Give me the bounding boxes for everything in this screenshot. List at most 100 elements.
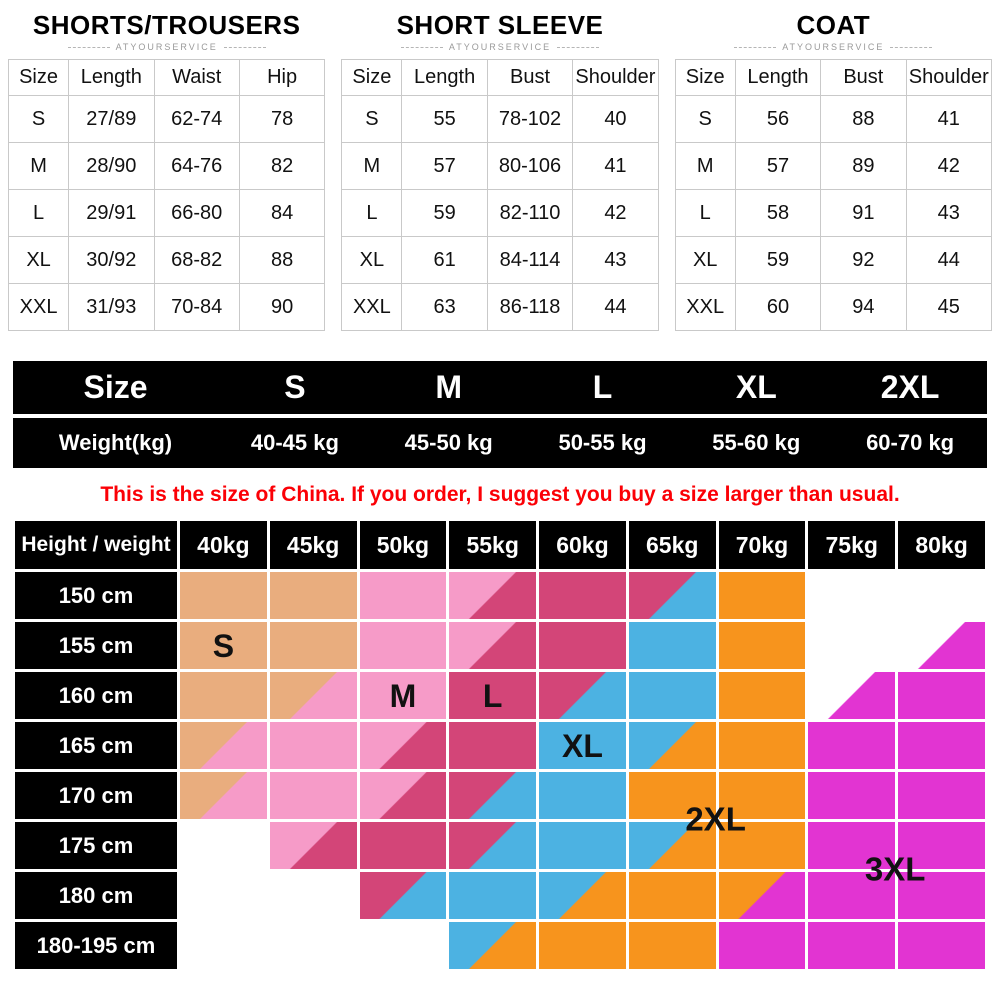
height-row-header: 160 cm — [15, 672, 177, 719]
brand-text: ATYOURSERVICE — [782, 42, 885, 52]
column-header: Shoulder — [905, 59, 992, 96]
grid-cell — [628, 722, 716, 769]
grid-row: 170 cm 2XL — [15, 772, 985, 836]
value-cell: 82-110 — [486, 189, 574, 237]
value-cell: 66-80 — [153, 189, 240, 237]
table-row: XL 61 84-114 43 — [341, 236, 659, 284]
dash-decoration — [734, 46, 777, 48]
grid-cell — [539, 872, 626, 919]
grid-cell — [180, 872, 267, 919]
height-row-header: 170 cm — [15, 772, 177, 819]
grid-cell — [628, 672, 716, 719]
size-cell: XL — [7, 236, 70, 284]
grid-cell — [718, 672, 806, 719]
dash-decoration — [400, 46, 443, 48]
weight-column-header: 70kg — [718, 521, 806, 569]
weight-column-header: 40kg — [180, 521, 267, 569]
grid-size-label: 2XL — [685, 800, 746, 838]
grid-cell — [359, 572, 447, 619]
short-sleeve-table: Size Length Bust Shoulder S 55 78-102 40 M 57 80-1… — [341, 59, 659, 331]
table-title-coat: COAT — [796, 10, 871, 40]
value-cell: 27/89 — [68, 95, 155, 143]
grid-cell — [898, 922, 985, 969]
value-cell: 88 — [238, 236, 326, 284]
grid-cell: 3XL — [808, 822, 925, 886]
column-header: Bust — [486, 59, 574, 96]
weight-column-header: 45kg — [269, 521, 357, 569]
value-cell: 42 — [572, 189, 659, 237]
weight-column-header: 65kg — [628, 521, 716, 569]
value-cell: 91 — [820, 189, 907, 237]
size-cell: XL — [341, 236, 403, 284]
table-row: L 29/91 66-80 84 — [7, 189, 326, 237]
banner-weight-value: 50-55 kg — [558, 430, 647, 455]
size-cell: S — [341, 95, 403, 143]
column-header: Bust — [820, 59, 907, 96]
grid-cell — [359, 822, 447, 869]
value-cell: 80-106 — [486, 142, 574, 190]
value-cell: 40 — [572, 95, 659, 143]
grid-cell — [898, 572, 985, 619]
brand-text: ATYOURSERVICE — [115, 42, 218, 52]
grid-row: 180-195 cm — [15, 922, 985, 969]
grid-cell: S — [180, 622, 267, 669]
grid-cell — [808, 672, 896, 719]
grid-cell — [898, 672, 985, 719]
value-cell: 58 — [734, 189, 822, 237]
value-cell: 42 — [905, 142, 992, 190]
size-cell: S — [7, 95, 70, 143]
grid-cell — [449, 872, 537, 919]
column-header: Hip — [238, 59, 326, 96]
size-cell: M — [341, 142, 403, 190]
height-row-header: 180 cm — [15, 872, 177, 919]
dash-decoration — [67, 46, 110, 48]
value-cell: 68-82 — [153, 236, 240, 284]
table-row: M 28/90 64-76 82 — [7, 142, 326, 190]
table-subtitle: ATYOURSERVICE — [341, 42, 658, 52]
weight-column-header: 50kg — [359, 521, 447, 569]
value-cell: 41 — [572, 142, 659, 190]
value-cell: 57 — [734, 142, 822, 190]
grid-cell — [898, 622, 985, 669]
dash-decoration — [557, 46, 600, 48]
grid-cell — [898, 722, 985, 769]
height-weight-grid: Height / weight 40kg 45kg 50kg 55kg 60kg 65kg 7… — [12, 518, 988, 972]
table-row: XL 59 92 44 — [674, 236, 992, 284]
value-cell: 78 — [238, 95, 326, 143]
column-header: Size — [674, 59, 736, 96]
grid-cell — [718, 572, 806, 619]
grid-cell — [269, 572, 357, 619]
grid-cell — [449, 772, 537, 819]
value-cell: 43 — [905, 189, 992, 237]
grid-cell — [180, 822, 267, 869]
grid-cell — [269, 872, 357, 919]
table-row: M 57 89 42 — [674, 142, 992, 190]
brand-text: ATYOURSERVICE — [448, 42, 552, 52]
value-cell: 90 — [238, 283, 326, 331]
grid-cell — [449, 822, 537, 869]
coat-table-block: COAT ATYOURSERVICE Size Length Bust Shoulde… — [674, 10, 992, 331]
short-sleeve-table-block: SHORT SLEEVE ATYOURSERVICE Size Length Bus… — [341, 10, 659, 331]
dash-decoration — [223, 46, 266, 48]
table-row: XXL 31/93 70-84 90 — [7, 283, 326, 331]
grid-cell — [718, 772, 806, 819]
table-title-short-sleeve: SHORT SLEEVE — [396, 10, 604, 40]
grid-cell — [628, 622, 716, 669]
banner-weight-row: Weight(kg) 40-45 kg 45-50 kg 50-55 kg 55-60 … — [13, 418, 987, 468]
dash-decoration — [890, 46, 933, 48]
size-cell: XL — [674, 236, 736, 284]
value-cell: 64-76 — [153, 142, 240, 190]
grid-cell — [718, 722, 806, 769]
size-cell: L — [341, 189, 403, 237]
value-cell: 88 — [820, 95, 907, 143]
size-cell: L — [674, 189, 736, 237]
grid-cell — [539, 822, 626, 869]
banner-weight-value: 40-45 kg — [250, 430, 339, 455]
grid-size-label: XL — [562, 727, 603, 764]
grid-cell — [180, 722, 267, 769]
grid-cell: 2XL — [628, 772, 746, 836]
value-cell: 92 — [820, 236, 907, 284]
value-cell: 70-84 — [153, 283, 240, 331]
value-cell: 45 — [905, 283, 992, 331]
grid-cell — [359, 922, 447, 969]
